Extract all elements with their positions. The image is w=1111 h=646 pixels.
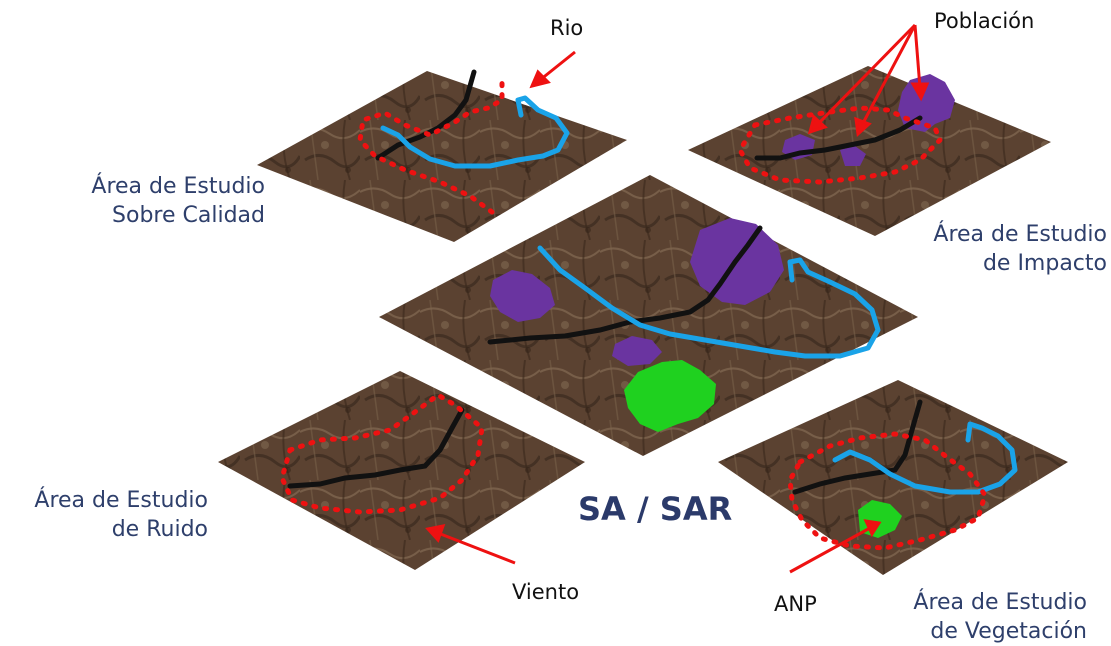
boundary-vegetacion [787,431,988,551]
label-area-vegetacion: Área de Estudio de Vegetación [870,588,1087,646]
road-calidad [375,69,477,161]
population-impacto-1 [898,74,955,132]
boundary-impacto [737,105,943,185]
road-vegetacion [792,399,923,495]
arrowhead-poblacion-3 [910,82,930,102]
label-area-ruido: Área de Estudio de Ruido [0,486,208,544]
arrow-rio [539,50,576,82]
tile-impacto [688,66,1051,236]
arrowhead-poblacion-1 [807,114,828,135]
boundary-ruido [279,392,485,515]
tile-ruido [218,371,585,570]
label-vegetacion-line1: Área de Estudio [913,590,1087,615]
label-calidad-line1: Área de Estudio [91,174,265,199]
arrowhead-viento [425,524,446,543]
population-central-3 [612,336,662,366]
label-area-calidad: Área de Estudio Sobre Calidad [30,172,265,230]
terrain-central [379,175,918,456]
arrow-poblacion-1 [816,23,917,126]
road-central [487,225,763,345]
population-impacto-3 [840,146,866,166]
label-area-impacto: Área de Estudio de Impacto [880,220,1107,278]
road-ruido [287,407,465,489]
callout-viento: Viento [512,580,580,604]
terrain-calidad [257,71,627,242]
label-calidad-line2: Sobre Calidad [112,203,265,228]
callout-arrows [425,23,930,574]
arrowhead-poblacion-2 [854,116,872,138]
label-vegetacion-line2: de Vegetación [930,619,1087,644]
river-central [537,245,881,359]
label-ruido-line1: Área de Estudio [34,488,208,513]
arrow-anp [789,526,871,574]
arrowhead-anp [863,519,882,538]
arrow-viento [437,531,516,565]
tile-central [379,175,918,456]
label-impacto-line1: Área de Estudio [933,222,1107,247]
label-ruido-line2: de Ruido [111,517,208,542]
label-impacto-line2: de Impacto [982,251,1107,276]
arrow-poblacion-2 [860,24,917,126]
callout-anp: ANP [774,592,817,616]
boundary-calidad [357,77,505,215]
terrain-impacto [688,66,1051,236]
arrowhead-rio [529,69,551,89]
river-calidad [380,95,570,169]
callout-poblacion: Población [934,9,1035,33]
population-central-1 [490,270,555,322]
tile-vegetacion [718,380,1068,575]
tile-calidad [257,69,627,242]
river-vegetacion [832,421,1018,495]
title-sa-sar: SA / SAR [578,490,733,528]
arrow-poblacion-3 [913,24,922,89]
anp-central [624,360,716,432]
road-impacto [754,115,923,161]
callout-rio: Rio [550,16,584,40]
